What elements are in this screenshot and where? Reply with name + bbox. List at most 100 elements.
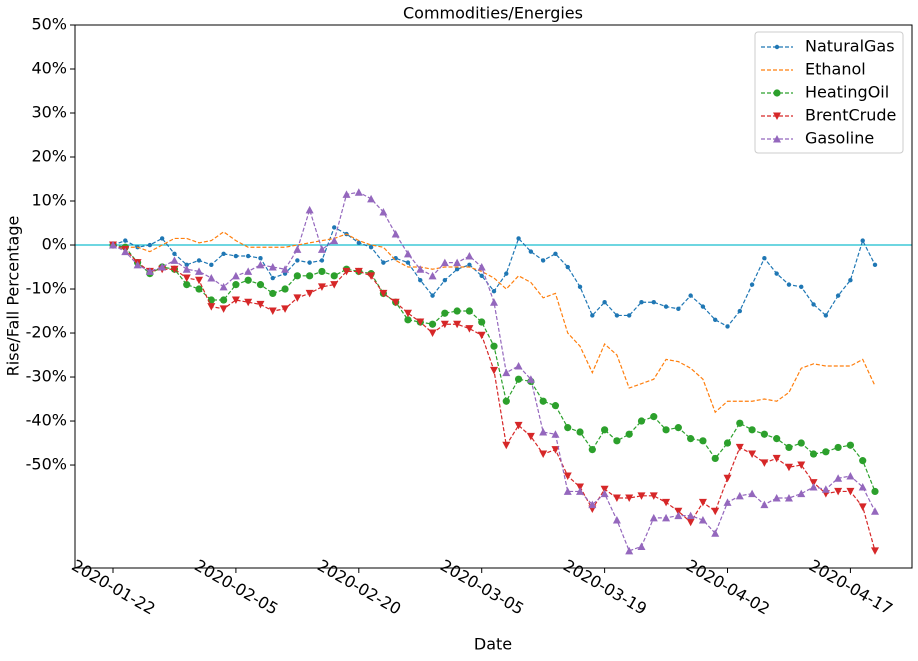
- legend-label: Gasoline: [805, 129, 874, 148]
- triangle-marker: [502, 368, 511, 377]
- triangle-marker: [158, 263, 167, 271]
- legend-label: Ethanol: [805, 60, 866, 79]
- point-marker: [319, 258, 325, 263]
- triangle-marker: [526, 432, 535, 441]
- y-tick-label: -40%: [26, 411, 67, 430]
- triangle-marker: [428, 271, 437, 280]
- point-marker: [258, 256, 263, 261]
- circle-marker: [736, 419, 744, 427]
- circle-marker: [637, 417, 646, 425]
- point-marker: [626, 313, 632, 318]
- circle-marker: [453, 307, 461, 315]
- triangle-marker: [514, 421, 523, 430]
- triangle-marker: [379, 208, 388, 216]
- point-marker: [418, 278, 423, 283]
- circle-marker: [822, 448, 830, 456]
- legend-marker: [773, 135, 781, 143]
- point-marker: [196, 258, 202, 263]
- triangle-marker: [772, 454, 781, 463]
- point-marker: [184, 262, 189, 268]
- triangle-marker: [391, 230, 400, 238]
- triangle-marker: [231, 271, 240, 280]
- circle-marker: [551, 402, 560, 410]
- triangle-marker: [563, 487, 572, 495]
- triangle-marker: [649, 492, 658, 500]
- triangle-marker: [268, 307, 277, 316]
- point-marker: [799, 284, 804, 290]
- circle-marker: [330, 272, 338, 280]
- triangle-marker: [526, 375, 535, 383]
- triangle-marker: [403, 309, 412, 318]
- triangle-marker: [760, 500, 769, 509]
- triangle-marker: [625, 546, 634, 555]
- point-marker: [565, 264, 570, 270]
- triangle-marker: [109, 241, 117, 249]
- triangle-marker: [207, 274, 216, 282]
- triangle-marker: [490, 298, 498, 306]
- point-marker: [442, 278, 448, 283]
- triangle-marker: [453, 258, 462, 267]
- circle-marker: [244, 276, 252, 284]
- triangle-marker: [219, 282, 228, 291]
- triangle-marker: [539, 428, 548, 436]
- point-marker: [491, 289, 497, 294]
- circle-marker: [490, 342, 498, 350]
- point-marker: [368, 245, 374, 250]
- circle-marker: [662, 426, 670, 434]
- triangle-marker: [170, 256, 179, 264]
- point-marker: [786, 282, 792, 287]
- point-marker: [479, 273, 484, 279]
- triangle-marker: [637, 492, 646, 500]
- triangle-marker: [698, 516, 707, 524]
- triangle-marker: [551, 446, 560, 454]
- triangle-marker: [686, 511, 695, 520]
- triangle-marker: [231, 296, 240, 305]
- point-marker: [307, 260, 312, 265]
- triangle-marker: [256, 300, 265, 309]
- point-marker: [245, 253, 251, 259]
- triangle-marker: [145, 267, 154, 275]
- triangle-marker: [465, 325, 474, 333]
- triangle-marker: [342, 267, 351, 276]
- circle-marker: [220, 296, 228, 304]
- triangle-marker: [379, 289, 388, 298]
- point-marker: [577, 284, 583, 290]
- circle-marker: [281, 285, 289, 293]
- triangle-marker: [317, 283, 326, 291]
- series: [109, 188, 879, 555]
- point-marker: [405, 260, 411, 265]
- point-marker: [528, 249, 534, 254]
- legend-marker: [773, 89, 781, 97]
- triangle-marker: [416, 265, 425, 273]
- circle-marker: [232, 281, 240, 289]
- triangle-marker: [735, 443, 744, 452]
- triangle-marker: [871, 507, 879, 515]
- point-marker: [467, 262, 472, 268]
- point-marker: [774, 271, 779, 276]
- triangle-marker: [305, 289, 314, 298]
- triangle-marker: [760, 459, 769, 467]
- point-marker: [688, 293, 693, 298]
- triangle-marker: [821, 485, 830, 493]
- point-marker: [430, 293, 435, 298]
- triangle-marker: [281, 305, 290, 313]
- circle-marker: [846, 441, 855, 449]
- legend-marker: [774, 44, 780, 50]
- circle-marker: [465, 307, 474, 315]
- plot-frame: [74, 24, 913, 569]
- legend-marker: [773, 112, 781, 120]
- point-marker: [602, 300, 607, 305]
- point-marker: [823, 313, 829, 318]
- point-marker: [725, 324, 730, 329]
- y-axis-label: Rise/Fall Percentage: [4, 216, 23, 377]
- series: [109, 241, 879, 496]
- y-tick-label: -20%: [26, 323, 67, 342]
- triangle-marker: [354, 267, 363, 276]
- point-marker: [762, 256, 767, 261]
- triangle-marker: [784, 463, 793, 472]
- triangle-marker: [871, 547, 879, 555]
- circle-marker: [625, 430, 633, 438]
- point-marker: [860, 238, 865, 243]
- triangle-marker: [195, 276, 204, 285]
- triangle-marker: [330, 236, 339, 245]
